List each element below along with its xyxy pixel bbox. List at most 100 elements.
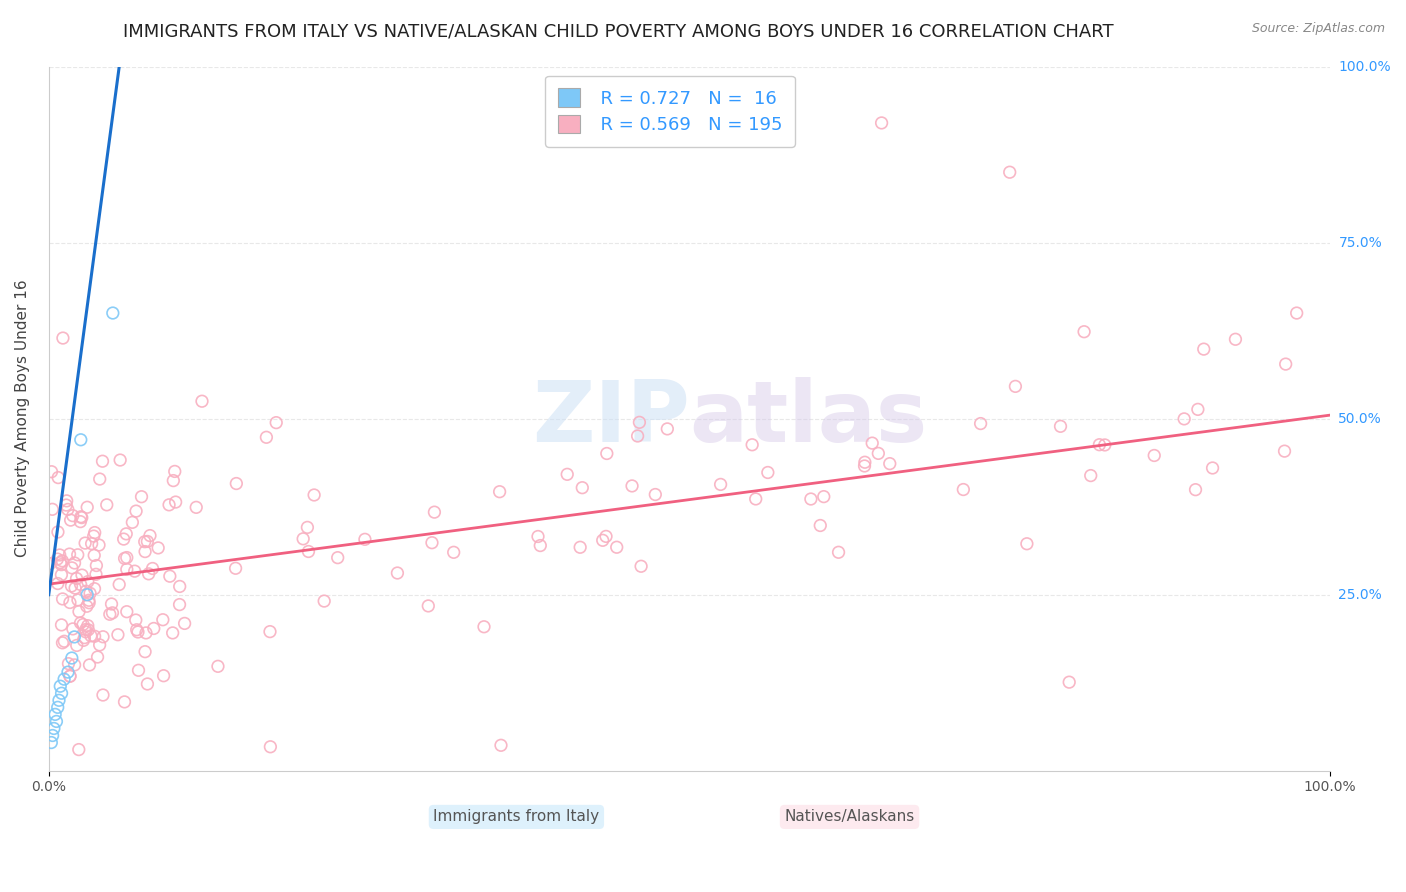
Point xyxy=(69,577,91,591)
Point xyxy=(75,623,97,637)
Point xyxy=(60,651,83,665)
Point xyxy=(51,567,73,582)
Point xyxy=(79,586,101,600)
Point xyxy=(710,477,733,491)
Point xyxy=(555,467,578,482)
Point xyxy=(489,739,512,753)
Point xyxy=(51,636,73,650)
Text: ZIP: ZIP xyxy=(531,377,689,460)
Point xyxy=(860,436,883,450)
Point xyxy=(53,634,76,648)
Point xyxy=(59,669,82,683)
Point xyxy=(49,679,72,693)
Point xyxy=(418,599,440,613)
Point xyxy=(626,429,648,443)
Point xyxy=(254,430,277,444)
Point xyxy=(128,663,150,677)
Point xyxy=(592,533,614,548)
Point xyxy=(259,739,281,754)
Point xyxy=(69,615,91,630)
Point xyxy=(808,518,831,533)
Point xyxy=(998,165,1021,179)
Point xyxy=(73,631,96,645)
Point xyxy=(52,331,75,345)
Point xyxy=(98,607,121,622)
Point xyxy=(420,535,443,549)
Point xyxy=(89,472,111,486)
Point xyxy=(41,465,63,479)
Point xyxy=(124,564,146,578)
Point xyxy=(157,498,180,512)
Point xyxy=(644,487,666,501)
Point xyxy=(59,595,82,609)
Text: atlas: atlas xyxy=(689,377,928,460)
Point xyxy=(65,571,87,585)
Point xyxy=(115,550,138,565)
Legend:   R = 0.727   N =  16,   R = 0.569   N = 195: R = 0.727 N = 16, R = 0.569 N = 195 xyxy=(546,76,794,147)
Point xyxy=(800,491,823,506)
Point xyxy=(569,541,592,555)
Point xyxy=(107,628,129,642)
Point xyxy=(125,504,148,518)
Point xyxy=(134,645,156,659)
Point xyxy=(66,639,89,653)
Point xyxy=(39,557,62,571)
Point xyxy=(52,591,75,606)
Point xyxy=(87,538,110,552)
Point xyxy=(91,688,114,702)
Point xyxy=(100,597,122,611)
Point xyxy=(297,544,319,558)
Point xyxy=(63,556,86,570)
Point xyxy=(77,593,100,607)
Point xyxy=(76,599,98,614)
Point xyxy=(387,566,409,580)
Point xyxy=(46,576,69,591)
Point xyxy=(63,657,86,672)
Text: 100.0%: 100.0% xyxy=(1339,60,1391,74)
Point xyxy=(813,490,835,504)
Point xyxy=(115,526,138,541)
Point xyxy=(142,622,165,636)
Point xyxy=(870,116,893,130)
Point xyxy=(163,465,186,479)
Point xyxy=(138,566,160,581)
Point xyxy=(72,633,94,648)
Point xyxy=(44,707,66,722)
Point xyxy=(83,529,105,543)
Point xyxy=(70,510,93,524)
Point xyxy=(67,742,90,756)
Point xyxy=(125,623,148,637)
Point xyxy=(83,525,105,540)
Point xyxy=(69,515,91,529)
Point xyxy=(91,454,114,468)
Point xyxy=(1173,412,1195,426)
Point xyxy=(46,470,69,484)
Point xyxy=(302,488,325,502)
Point xyxy=(91,630,114,644)
Point xyxy=(952,483,974,497)
Point xyxy=(1201,461,1223,475)
Point xyxy=(1088,438,1111,452)
Point xyxy=(1094,438,1116,452)
Point xyxy=(60,561,83,575)
Point xyxy=(225,561,247,575)
Point xyxy=(72,617,94,632)
Point xyxy=(42,722,65,736)
Point xyxy=(101,306,124,320)
Point xyxy=(59,513,82,527)
Point xyxy=(49,556,72,570)
Point xyxy=(62,622,84,636)
Point xyxy=(66,593,89,607)
Point xyxy=(136,534,159,549)
Point xyxy=(70,568,93,582)
Point xyxy=(46,700,69,714)
Point xyxy=(853,458,876,473)
Point xyxy=(571,481,593,495)
Point xyxy=(225,476,247,491)
Point xyxy=(46,552,69,566)
Point xyxy=(1015,537,1038,551)
Point xyxy=(51,554,73,568)
Point xyxy=(657,422,679,436)
Point xyxy=(76,618,98,632)
Point xyxy=(146,541,169,555)
